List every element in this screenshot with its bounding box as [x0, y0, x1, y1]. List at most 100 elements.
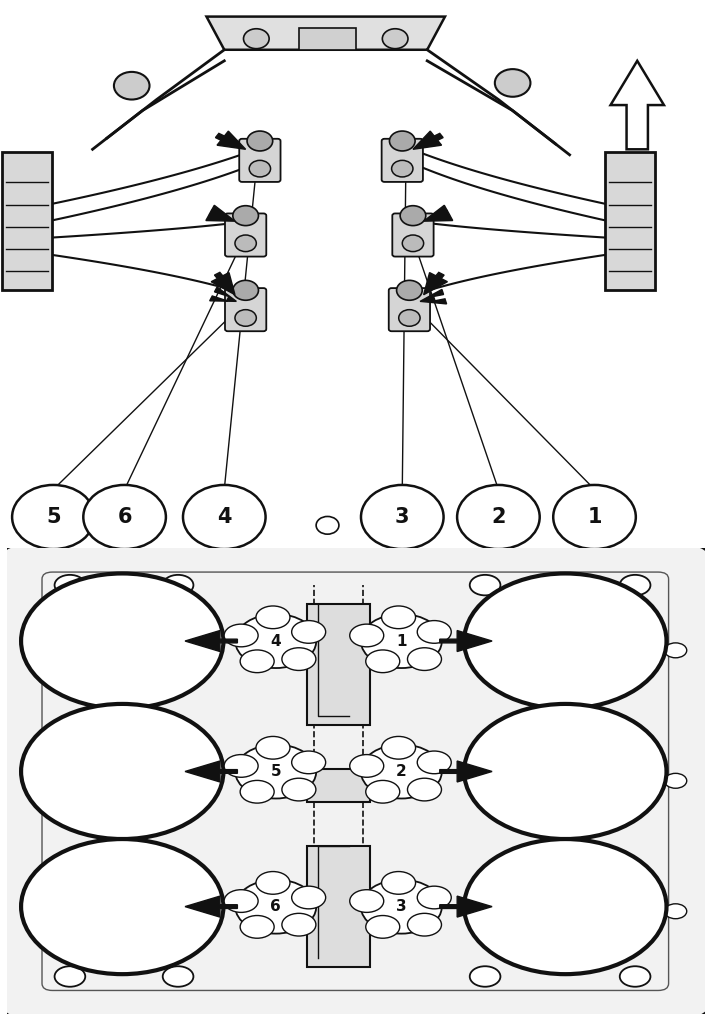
Text: 6: 6 [271, 899, 281, 914]
Circle shape [399, 309, 420, 327]
Circle shape [240, 780, 274, 803]
Circle shape [417, 751, 451, 774]
Circle shape [488, 904, 511, 919]
Polygon shape [206, 16, 445, 50]
Circle shape [407, 913, 441, 936]
FancyBboxPatch shape [2, 152, 52, 291]
Text: 4: 4 [271, 634, 281, 648]
Circle shape [167, 643, 189, 657]
Circle shape [457, 485, 540, 549]
Circle shape [83, 485, 166, 549]
Circle shape [183, 485, 266, 549]
Circle shape [553, 485, 636, 549]
Circle shape [392, 161, 413, 177]
FancyArrow shape [210, 287, 236, 301]
Circle shape [488, 773, 511, 788]
Circle shape [12, 485, 95, 549]
Circle shape [55, 967, 85, 987]
FancyBboxPatch shape [299, 28, 356, 50]
Circle shape [167, 904, 189, 919]
Circle shape [282, 913, 316, 936]
Circle shape [233, 281, 258, 300]
Circle shape [21, 839, 224, 974]
Circle shape [256, 871, 290, 894]
FancyBboxPatch shape [307, 604, 370, 725]
FancyArrow shape [216, 131, 246, 150]
Text: 3: 3 [396, 899, 407, 914]
Circle shape [382, 29, 408, 49]
Circle shape [619, 574, 651, 595]
Circle shape [382, 871, 416, 894]
Circle shape [235, 236, 256, 252]
FancyBboxPatch shape [307, 769, 370, 802]
FancyBboxPatch shape [382, 139, 423, 182]
Circle shape [350, 624, 384, 647]
FancyArrow shape [440, 896, 492, 918]
Circle shape [464, 573, 666, 709]
Text: 1: 1 [587, 507, 602, 527]
Circle shape [163, 967, 194, 987]
FancyArrow shape [185, 761, 237, 782]
Circle shape [464, 703, 666, 839]
FancyArrow shape [440, 631, 492, 651]
Circle shape [240, 650, 274, 673]
Circle shape [488, 643, 511, 657]
Text: 6: 6 [117, 507, 132, 527]
Circle shape [224, 755, 258, 777]
FancyArrow shape [424, 272, 447, 295]
Text: 2: 2 [396, 764, 407, 779]
Text: 5: 5 [46, 507, 61, 527]
Circle shape [292, 886, 325, 909]
Circle shape [389, 131, 415, 151]
FancyArrow shape [211, 272, 235, 295]
Circle shape [235, 614, 316, 668]
Circle shape [256, 606, 290, 629]
Circle shape [167, 773, 189, 788]
Circle shape [244, 29, 269, 49]
Circle shape [350, 890, 384, 912]
Circle shape [292, 751, 325, 774]
Circle shape [382, 606, 416, 629]
FancyArrow shape [424, 205, 453, 221]
Circle shape [664, 643, 687, 657]
Circle shape [350, 755, 384, 777]
Text: 2: 2 [491, 507, 506, 527]
Text: 1: 1 [396, 634, 407, 648]
Circle shape [361, 614, 442, 668]
Circle shape [664, 773, 687, 788]
FancyBboxPatch shape [225, 288, 266, 331]
Circle shape [249, 161, 271, 177]
Circle shape [235, 744, 316, 799]
Circle shape [470, 574, 501, 595]
FancyBboxPatch shape [225, 213, 266, 257]
FancyBboxPatch shape [392, 213, 434, 257]
Circle shape [400, 206, 426, 225]
Circle shape [402, 236, 424, 252]
Circle shape [619, 967, 651, 987]
Circle shape [397, 281, 422, 300]
Circle shape [163, 574, 194, 595]
FancyBboxPatch shape [307, 846, 370, 967]
Circle shape [361, 744, 442, 799]
Circle shape [21, 573, 224, 709]
Circle shape [495, 69, 530, 96]
Circle shape [366, 915, 399, 938]
FancyArrow shape [185, 896, 237, 918]
FancyArrow shape [413, 131, 443, 150]
FancyArrow shape [185, 631, 237, 651]
FancyArrow shape [206, 205, 235, 221]
Text: 5: 5 [271, 764, 281, 779]
Circle shape [282, 778, 316, 801]
Circle shape [417, 621, 451, 643]
Circle shape [292, 621, 325, 643]
Circle shape [224, 624, 258, 647]
Circle shape [224, 890, 258, 912]
Circle shape [464, 839, 666, 974]
FancyArrow shape [611, 60, 664, 150]
Circle shape [240, 915, 274, 938]
Circle shape [407, 778, 441, 801]
Circle shape [247, 131, 273, 151]
Circle shape [235, 880, 316, 934]
Circle shape [256, 736, 290, 759]
Circle shape [21, 703, 224, 839]
